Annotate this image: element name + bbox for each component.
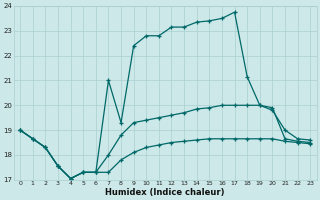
X-axis label: Humidex (Indice chaleur): Humidex (Indice chaleur) bbox=[106, 188, 225, 197]
